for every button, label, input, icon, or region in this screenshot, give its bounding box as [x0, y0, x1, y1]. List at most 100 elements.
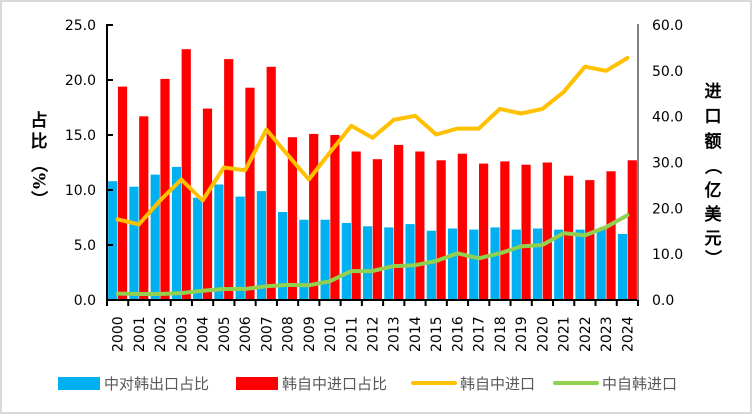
- bar-export-share-2016: [447, 228, 458, 300]
- x-tick-label: 2024: [620, 316, 636, 352]
- x-tick-label: 2017: [472, 316, 488, 352]
- bar-export-share-2018: [490, 227, 500, 300]
- bar-import-share-2020: [542, 162, 552, 300]
- bar-import-share-2023: [606, 171, 616, 300]
- right-tick-label: 40.0: [652, 110, 683, 126]
- bar-import-share-2012: [372, 159, 382, 300]
- bar-export-share-2003: [171, 166, 182, 300]
- bar-import-share-2004: [202, 108, 213, 300]
- right-axis-title-char: 口: [705, 107, 722, 127]
- bar-import-share-2022: [585, 180, 595, 300]
- x-tick-label: 2003: [174, 316, 190, 352]
- bar-import-share-2009: [309, 133, 319, 300]
- bar-export-share-2004: [193, 197, 203, 300]
- right-axis-title-char: ）: [702, 250, 723, 267]
- x-tick-label: 2008: [281, 316, 297, 352]
- legend-export-share-swatch: [58, 377, 100, 390]
- bar-import-share-2006: [245, 87, 255, 300]
- bars-layer: [108, 49, 637, 301]
- x-tick-label: 2019: [514, 316, 530, 352]
- x-tick-label: 2004: [196, 316, 212, 352]
- bar-export-share-2014: [405, 224, 415, 300]
- bar-export-share-2022: [575, 229, 585, 300]
- legend-china-import-label: 中自韩进口: [602, 375, 677, 393]
- right-tick-label: 10.0: [652, 247, 683, 263]
- left-axis-title-char: ）: [28, 191, 49, 208]
- x-tick-label: 2006: [238, 316, 254, 352]
- bar-export-share-2019: [511, 229, 521, 300]
- bar-export-share-2017: [469, 229, 479, 300]
- right-axis-title-char: 美: [705, 204, 723, 225]
- bar-export-share-2008: [278, 212, 288, 300]
- left-tick-label: 20.0: [65, 73, 96, 89]
- x-tick-label: 2016: [450, 316, 466, 352]
- right-tick-label: 30.0: [652, 156, 683, 172]
- lines-layer: [115, 56, 630, 296]
- bar-export-share-2005: [214, 184, 224, 300]
- x-tick-label: 2022: [578, 316, 594, 352]
- right-axis-title-char: 进: [705, 82, 722, 102]
- x-tick-label: 2014: [408, 316, 424, 352]
- right-axis-title-char: （: [702, 158, 723, 175]
- x-tick-label: 2015: [429, 316, 445, 352]
- bar-import-share-2000: [117, 86, 128, 300]
- bar-import-share-2014: [415, 151, 425, 300]
- bar-import-share-2017: [479, 163, 489, 300]
- bar-import-share-2003: [181, 49, 191, 301]
- x-tick-label: 2018: [493, 316, 509, 352]
- bar-export-share-2023: [596, 228, 606, 300]
- bar-export-share-2006: [235, 196, 245, 300]
- x-tick-label: 2011: [344, 316, 360, 352]
- bar-import-share-2015: [436, 160, 446, 300]
- bar-import-share-2013: [394, 144, 404, 300]
- right-axis-title-char: 额: [705, 131, 722, 152]
- x-tick-label: 2002: [153, 316, 169, 352]
- left-tick-label: 10.0: [65, 183, 96, 199]
- x-tick-label: 2020: [535, 316, 551, 352]
- legend: 中对韩出口占比 韩自中进口占比 韩自中进口 中自韩进口: [58, 375, 677, 393]
- bar-export-share-2007: [256, 191, 266, 300]
- x-tick-label: 2012: [366, 316, 382, 352]
- right-tick-label: 0.0: [652, 293, 674, 309]
- left-tick-label: 15.0: [65, 128, 96, 144]
- x-tick-label: 2009: [302, 316, 318, 352]
- bar-import-share-2008: [287, 137, 298, 300]
- left-tick-labels: 0.0 5.0 10.0 15.0 20.0 25.0: [65, 18, 96, 309]
- x-tick-labels: 2000 2001 2002 2003 2004 2005 2006 2007 2008 2009…: [111, 316, 637, 352]
- x-tick-label: 2007: [259, 316, 275, 352]
- legend-import-share-label: 韩自中进口占比: [282, 375, 387, 393]
- legend-export-share-label: 中对韩出口占比: [104, 375, 209, 393]
- left-axis-title: 占比 （% ）: [28, 110, 49, 208]
- x-tick-label: 2005: [217, 316, 233, 352]
- right-axis-title: 进口额 （ 亿美元）: [702, 82, 723, 267]
- axes-layer: [106, 24, 639, 306]
- legend-korea-import-label: 韩自中进口: [460, 375, 535, 393]
- left-axis-title-char: 比: [31, 131, 48, 152]
- bar-import-share-2024: [627, 160, 637, 300]
- bar-import-share-2021: [563, 175, 574, 300]
- bar-import-share-2011: [351, 151, 361, 300]
- left-axis-title-char: （: [28, 156, 49, 173]
- bar-export-share-2009: [299, 219, 309, 300]
- x-tick-label: 2000: [111, 316, 127, 352]
- right-tick-label: 50.0: [652, 64, 683, 80]
- right-axis-title-char: 元: [705, 229, 722, 249]
- right-axis-title-char: 亿: [705, 180, 722, 201]
- bar-export-share-2002: [150, 174, 160, 300]
- bar-import-share-2001: [139, 116, 149, 300]
- x-tick-label: 2021: [557, 316, 573, 352]
- left-tick-label: 0.0: [74, 293, 96, 309]
- bar-import-share-2019: [521, 164, 531, 300]
- x-tick-label: 2013: [387, 316, 403, 352]
- bar-export-share-2011: [341, 223, 351, 300]
- bar-import-share-2018: [500, 161, 510, 300]
- bar-import-share-2007: [266, 66, 276, 300]
- bar-export-share-2000: [108, 181, 118, 300]
- legend-import-share-swatch: [236, 377, 278, 390]
- bar-export-share-2015: [426, 230, 436, 300]
- left-axis-title-char: %: [28, 173, 48, 189]
- right-tick-label: 60.0: [652, 18, 683, 34]
- bar-import-share-2005: [224, 59, 234, 300]
- bar-import-share-2010: [330, 135, 340, 300]
